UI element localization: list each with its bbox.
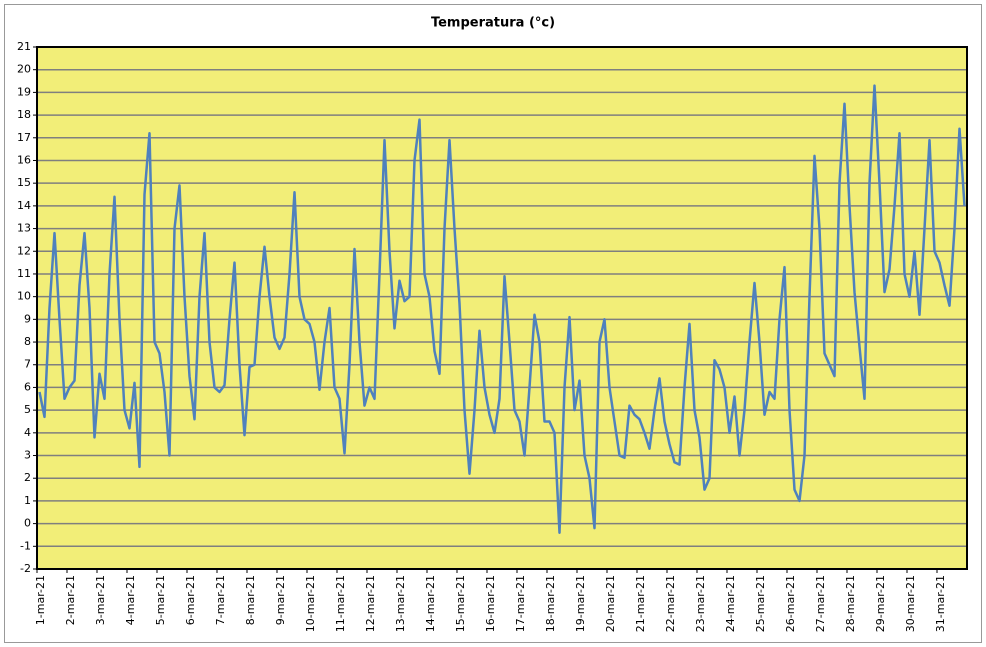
y-tick-label: 5: [24, 403, 31, 416]
x-tick-label: 6-mar-21: [184, 575, 197, 625]
y-tick-label: -1: [20, 539, 31, 552]
x-tick-label: 12-mar-21: [364, 575, 377, 632]
y-tick-label: 19: [17, 85, 31, 98]
y-tick-label: 13: [17, 222, 31, 235]
series-line: [38, 84, 966, 534]
x-tick-label: 7-mar-21: [214, 575, 227, 625]
x-tick-label: 26-mar-21: [784, 575, 797, 632]
x-tick-label: 25-mar-21: [754, 575, 767, 632]
x-tick-label: 11-mar-21: [334, 575, 347, 632]
y-tick-label: 8: [24, 335, 31, 348]
y-tick-label: 16: [17, 153, 31, 166]
y-tick-label: -2: [20, 562, 31, 575]
y-tick-label: 20: [17, 63, 31, 76]
x-tick-label: 14-mar-21: [424, 575, 437, 632]
y-tick-label: 4: [24, 426, 31, 439]
x-tick-label: 24-mar-21: [724, 575, 737, 632]
y-tick-label: 3: [24, 449, 31, 462]
x-tick-label: 8-mar-21: [244, 575, 257, 625]
x-tick-label: 5-mar-21: [154, 575, 167, 625]
y-tick-label: 15: [17, 176, 31, 189]
x-tick-label: 9-mar-21: [274, 575, 287, 625]
x-tick-label: 10-mar-21: [304, 575, 317, 632]
y-tick-label: 2: [24, 471, 31, 484]
x-tick-label: 27-mar-21: [814, 575, 827, 632]
chart-title: Temperatura (°c): [431, 16, 555, 31]
x-tick-label: 3-mar-21: [94, 575, 107, 625]
x-tick-label: 17-mar-21: [514, 575, 527, 632]
x-tick-label: 19-mar-21: [574, 575, 587, 632]
y-tick-label: 9: [24, 312, 31, 325]
y-tick-label: 10: [17, 290, 31, 303]
x-tick-label: 22-mar-21: [664, 575, 677, 632]
y-tick-label: 0: [24, 517, 31, 530]
x-tick-label: 1-mar-21: [34, 575, 47, 625]
plot-border: [36, 46, 968, 570]
y-tick-label: 12: [17, 244, 31, 257]
y-tick-label: 21: [17, 40, 31, 53]
y-tick-label: 7: [24, 358, 31, 371]
x-tick-label: 15-mar-21: [454, 575, 467, 632]
x-tick-label: 28-mar-21: [844, 575, 857, 632]
y-tick-label: 17: [17, 131, 31, 144]
x-tick-label: 30-mar-21: [904, 575, 917, 632]
x-tick-label: 18-mar-21: [544, 575, 557, 632]
y-tick-label: 18: [17, 108, 31, 121]
x-tick-label: 16-mar-21: [484, 575, 497, 632]
y-tick-label: 1: [24, 494, 31, 507]
x-tick-label: 31-mar-21: [934, 575, 947, 632]
x-tick-label: 29-mar-21: [874, 575, 887, 632]
x-tick-label: 23-mar-21: [694, 575, 707, 632]
y-tick-label: 6: [24, 380, 31, 393]
y-tick-label: 14: [17, 199, 31, 212]
y-tick-label: 11: [17, 267, 31, 280]
x-tick-label: 20-mar-21: [604, 575, 617, 632]
x-tick-label: 13-mar-21: [394, 575, 407, 632]
x-tick-label: 21-mar-21: [634, 575, 647, 632]
x-tick-label: 2-mar-21: [64, 575, 77, 625]
x-tick-label: 4-mar-21: [124, 575, 137, 625]
